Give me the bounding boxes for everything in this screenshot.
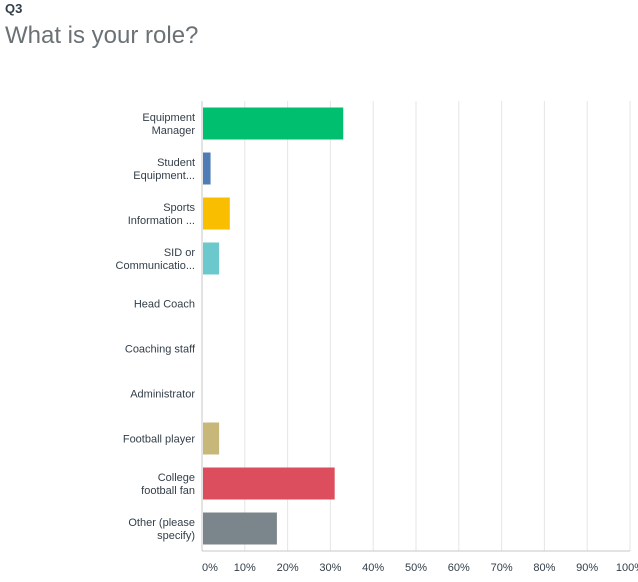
question-number: Q3 <box>5 1 23 16</box>
category-label: Other (please <box>128 517 195 529</box>
bar-7[interactable] <box>203 422 220 455</box>
bar-3[interactable] <box>203 242 220 275</box>
x-tick-label: 100% <box>616 562 638 574</box>
category-label: Manager <box>152 125 196 137</box>
x-tick-label: 80% <box>533 562 555 574</box>
x-tick-label: 40% <box>362 562 384 574</box>
bar-0[interactable] <box>203 107 344 140</box>
category-label: Student <box>157 157 195 169</box>
category-label: Sports <box>163 202 195 214</box>
bar-9[interactable] <box>203 512 277 545</box>
category-label: Information ... <box>128 215 195 227</box>
category-label: Administrator <box>130 389 195 401</box>
x-tick-label: 50% <box>405 562 427 574</box>
category-label: Equipment <box>142 112 195 124</box>
category-label: SID or <box>164 247 196 259</box>
x-tick-label: 70% <box>491 562 513 574</box>
category-label: Equipment... <box>133 170 195 182</box>
x-tick-label: 10% <box>234 562 256 574</box>
category-label: Head Coach <box>134 299 195 311</box>
bar-1[interactable] <box>203 152 211 185</box>
x-tick-label: 30% <box>319 562 341 574</box>
category-label: football fan <box>141 485 195 497</box>
bar-2[interactable] <box>203 197 230 230</box>
category-label: Coaching staff <box>125 344 196 356</box>
bar-8[interactable] <box>203 467 335 500</box>
x-tick-label: 90% <box>576 562 598 574</box>
question-title: What is your role? <box>5 22 199 49</box>
category-label: Communicatio... <box>116 260 195 272</box>
category-label: College <box>158 472 195 484</box>
category-label: Football player <box>123 434 195 446</box>
x-tick-label: 20% <box>277 562 299 574</box>
x-tick-label: 0% <box>202 562 218 574</box>
x-tick-label: 60% <box>448 562 470 574</box>
category-label: specify) <box>157 530 195 542</box>
